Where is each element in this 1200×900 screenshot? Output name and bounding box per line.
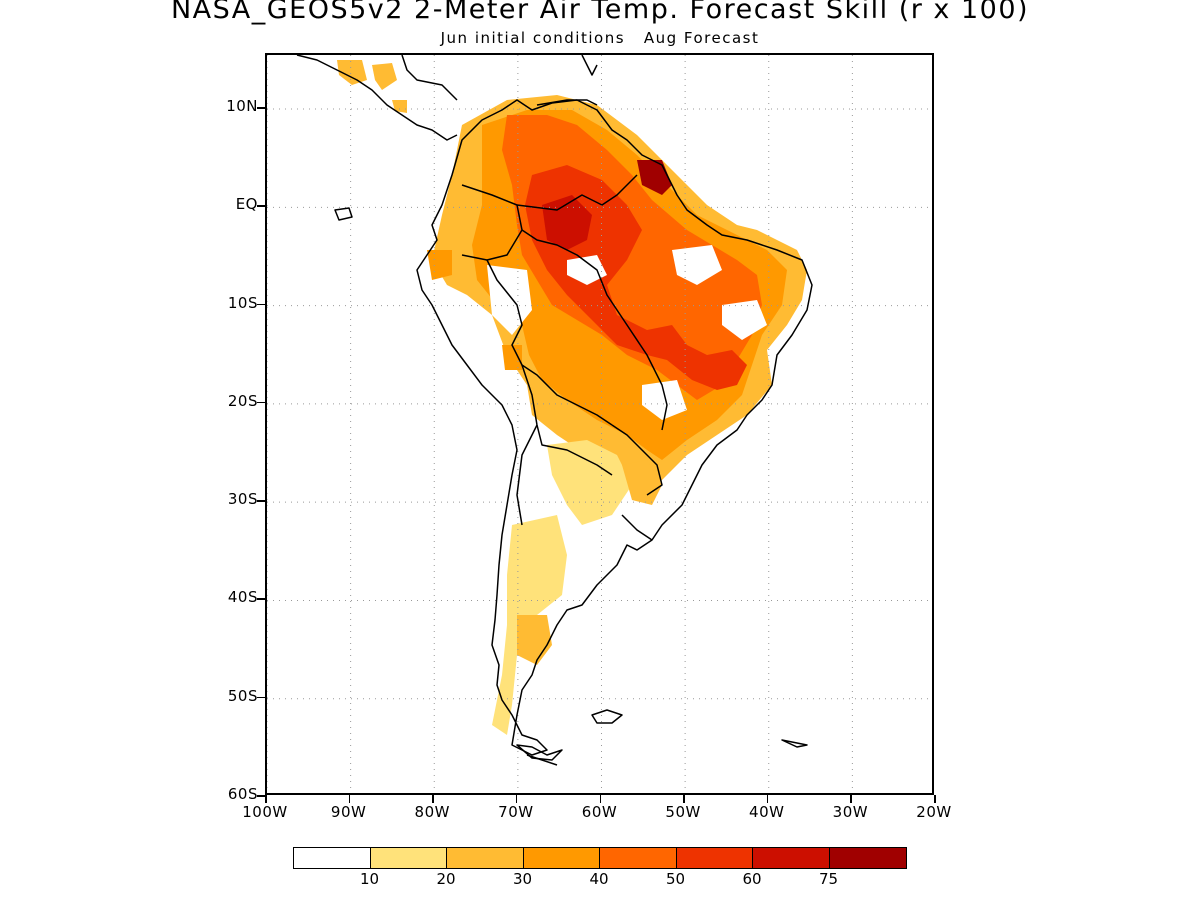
colorbar-swatch (600, 848, 677, 868)
colorbar-swatch (294, 848, 371, 868)
lat-tick-label: 30S (227, 490, 258, 509)
lat-tick-label: 50S (227, 686, 258, 705)
skill-region (547, 440, 632, 525)
country-border (521, 364, 613, 476)
lon-tick-mark (515, 795, 518, 803)
lat-tick-mark (257, 107, 265, 109)
country-border (516, 174, 638, 211)
map-subtitle: Jun initial conditions Aug Forecast (440, 29, 760, 47)
skill-region (392, 100, 407, 113)
caribbean-coast (581, 55, 598, 76)
lon-tick-label: 20W (916, 803, 952, 821)
lon-tick-mark (850, 795, 852, 803)
lat-tick-mark (257, 598, 265, 600)
skill-gap (672, 245, 722, 285)
colorbar-label: 50 (665, 870, 686, 888)
forecast-skill-map (267, 55, 932, 793)
tierra-del-fuego (516, 744, 563, 761)
map-panel (265, 53, 934, 795)
lon-tick-mark (348, 795, 351, 803)
lat-tick-label: 20S (227, 391, 258, 410)
lon-tick-mark (766, 795, 769, 803)
lon-tick-mark (432, 795, 434, 803)
skill-gap (722, 300, 767, 340)
country-border (611, 424, 663, 496)
south-georgia (781, 739, 808, 748)
lat-tick-mark (257, 500, 265, 502)
lat-tick-mark (257, 205, 265, 207)
country-border (516, 424, 538, 526)
central-america-coastline (296, 55, 458, 141)
lon-tick-label: 100W (242, 803, 288, 821)
lon-tick-mark (683, 795, 685, 803)
colorbar-label: 75 (818, 870, 839, 888)
lat-tick-mark (257, 696, 265, 699)
colorbar-label: 10 (359, 870, 380, 888)
map-title: NASA_GEOS5v2 2-Meter Air Temp. Forecast … (170, 0, 1030, 25)
colorbar-swatch (370, 848, 447, 868)
lon-tick-label: 70W (498, 803, 534, 821)
lat-tick-label: EQ (235, 195, 258, 214)
lon-tick-label: 30W (832, 803, 869, 821)
skill-gap (567, 255, 607, 285)
lat-tick-label: 40S (227, 588, 258, 607)
skill-region (372, 63, 397, 90)
colorbar-swatch (753, 848, 830, 868)
lat-tick-mark (257, 303, 265, 306)
lon-tick-mark (599, 795, 601, 803)
lat-tick-label: 60S (227, 785, 258, 803)
graticule (267, 55, 932, 793)
lat-tick-label: 10S (227, 293, 258, 312)
skill-region (502, 345, 522, 370)
colorbar-label: 30 (512, 870, 533, 888)
country-border (521, 229, 668, 431)
lat-tick-mark (257, 401, 265, 404)
lat-tick-mark (257, 795, 265, 797)
skill-region (542, 195, 592, 250)
colorbar-swatch (829, 848, 906, 868)
lat-tick-label: 10N (226, 97, 258, 116)
colorbar-label: 20 (436, 870, 456, 888)
country-border (526, 754, 558, 766)
lon-tick-label: 50W (665, 803, 701, 821)
lon-tick-label: 40W (749, 803, 785, 821)
colorbar (293, 847, 907, 869)
skill-region (337, 60, 367, 85)
colorbar-swatch (447, 848, 524, 868)
lon-tick-label: 80W (414, 803, 450, 821)
south-america-coastline (416, 99, 813, 756)
falkland-islands (591, 709, 623, 724)
caribbean-coast (536, 99, 598, 106)
country-border (621, 514, 653, 541)
colorbar-label: 40 (589, 870, 609, 888)
lon-tick-mark (934, 795, 936, 803)
skill-region (622, 460, 662, 505)
colorbar-label: 60 (742, 870, 762, 888)
lon-tick-mark (265, 795, 267, 803)
colorbar-swatch (523, 848, 600, 868)
skill-gap (642, 380, 687, 420)
lon-tick-label: 60W (581, 803, 618, 821)
colorbar-swatch (676, 848, 753, 868)
central-america-coastline (401, 55, 458, 101)
skill-region (517, 615, 552, 665)
skill-shading-layer (337, 60, 807, 735)
galapagos-islands (334, 207, 353, 221)
skill-region (427, 250, 452, 280)
coastlines (296, 55, 813, 766)
lon-tick-label: 90W (330, 803, 367, 821)
